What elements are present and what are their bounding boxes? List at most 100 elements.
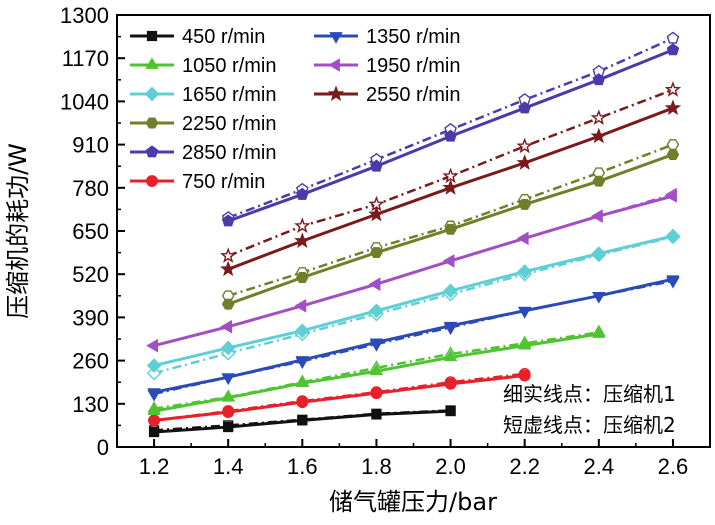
point-compressor1-2550rmin (368, 205, 385, 222)
legend-label-1050rmin: 1050 r/min (182, 55, 277, 77)
x-tick-label-2.4: 2.4 (584, 454, 615, 479)
point-compressor1-2550rmin (516, 154, 533, 170)
legend-marker-1650rmin (144, 86, 160, 102)
x-tick-label-2.6: 2.6 (658, 454, 689, 479)
point-compressor1-1650rmin (591, 246, 607, 261)
series-750rmin (148, 367, 531, 427)
point-compressor1-2250rmin (370, 247, 383, 259)
y-axis-title: 压缩机的耗功/W (4, 143, 32, 319)
point-compressor1-2550rmin (664, 99, 682, 116)
y-tick-label-130: 130 (72, 392, 109, 417)
y-tick-label-910: 910 (72, 133, 109, 158)
point-compressor1-2850rmin (518, 101, 532, 114)
legend-entry-1650rmin: 1650 r/min (130, 84, 277, 106)
legend-entry-1950rmin: 1950 r/min (314, 55, 461, 77)
point-compressor1-750rmin (222, 406, 235, 419)
point-compressor1-2850rmin (444, 129, 457, 142)
x-tick-label-1.6: 1.6 (287, 454, 318, 479)
point-compressor1-2850rmin (295, 187, 309, 200)
point-compressor1-1350rmin (443, 321, 458, 334)
point-compressor1-1050rmin (295, 375, 310, 388)
y-tick-label-650: 650 (72, 219, 109, 244)
point-compressor1-1050rmin (517, 337, 532, 350)
point-compressor1-1050rmin (443, 349, 458, 362)
legend-entry-2250rmin: 2250 r/min (130, 113, 277, 135)
legend-label-750rmin: 750 r/min (182, 171, 265, 193)
legend-entry-450rmin: 450 r/min (130, 26, 265, 48)
point-compressor1-1950rmin (146, 338, 158, 353)
legend-entry-1350rmin: 1350 r/min (314, 26, 461, 48)
point-compressor1-750rmin (370, 387, 383, 400)
legend-marker-1050rmin (145, 57, 159, 69)
legend-marker-2250rmin (145, 117, 159, 129)
tick-layer: 0 130 260 390 520 650 780 910 1040 1170 1300 1.2 1.4… (60, 3, 711, 479)
legend-label-1650rmin: 1650 r/min (182, 84, 277, 106)
series-2850rmin (221, 31, 680, 227)
point-compressor1-1350rmin (517, 306, 532, 319)
point-compressor1-1350rmin (592, 291, 606, 304)
annotation-compressor-1: 细实线点：压缩机1 (503, 382, 676, 406)
point-compressor1-2850rmin (221, 214, 235, 227)
x-axis-title: 储气罐压力/bar (329, 488, 497, 516)
point-compressor1-750rmin (296, 396, 309, 409)
point-compressor2-2550rmin (294, 217, 311, 233)
point-compressor1-2850rmin (592, 73, 606, 86)
legend-entry-750rmin: 750 r/min (130, 171, 265, 193)
point-compressor1-2250rmin (518, 198, 531, 210)
legend-entry-2550rmin: 2550 r/min (314, 84, 461, 106)
point-compressor1-1050rmin (369, 363, 384, 376)
y-tick-label-0: 0 (97, 435, 109, 460)
point-compressor1-1950rmin (294, 299, 307, 313)
line-compressor1-1950rmin (153, 194, 674, 348)
point-compressor1-2250rmin (221, 298, 235, 310)
point-compressor1-750rmin (518, 369, 531, 382)
point-compressor2-2550rmin (219, 247, 237, 263)
point-compressor1-1950rmin (591, 209, 603, 223)
point-compressor1-1650rmin (517, 264, 532, 279)
point-compressor1-1350rmin (369, 338, 384, 351)
legend-entry-1050rmin: 1050 r/min (130, 55, 277, 77)
point-compressor1-1350rmin (666, 275, 680, 287)
y-tick-label-520: 520 (72, 262, 109, 287)
point-compressor1-2250rmin (444, 223, 457, 235)
legend: 450 r/min 1050 r/min 1650 r/min 2250 r/min 2… (130, 26, 461, 193)
point-compressor2-2550rmin (590, 109, 608, 125)
x-tick-label-1.4: 1.4 (213, 454, 244, 479)
line-compressor1-1350rmin (153, 277, 674, 394)
point-compressor1-2550rmin (442, 179, 459, 195)
series-2550rmin (219, 81, 682, 277)
annotation-compressor-2: 短虚线点：压缩机2 (503, 413, 676, 437)
y-tick-label-1300: 1300 (60, 3, 109, 28)
point-compressor1-2850rmin (666, 43, 680, 56)
point-compressor1-450rmin (297, 415, 308, 426)
point-compressor1-1350rmin (295, 356, 310, 368)
point-compressor1-1650rmin (146, 358, 162, 373)
plot-frame (116, 14, 711, 448)
series-2250rmin (221, 139, 680, 310)
legend-label-2850rmin: 2850 r/min (182, 142, 277, 164)
legend-label-450rmin: 450 r/min (182, 26, 265, 48)
legend-marker-2550rmin (327, 85, 345, 101)
point-compressor1-1650rmin (295, 323, 310, 339)
point-compressor1-1950rmin (516, 231, 529, 246)
point-compressor1-2250rmin (666, 149, 680, 161)
legend-label-2550rmin: 2550 r/min (366, 84, 461, 106)
point-compressor1-2550rmin (590, 127, 608, 144)
point-compressor2-2250rmin (666, 139, 680, 151)
legend-marker-750rmin (146, 175, 158, 187)
series-1350rmin (147, 275, 680, 402)
point-compressor1-1350rmin (221, 373, 235, 385)
point-compressor2-2850rmin (666, 31, 680, 44)
point-compressor1-1950rmin (442, 254, 455, 268)
series-layer (146, 31, 682, 438)
line-compressor1-1650rmin (153, 234, 674, 368)
series-1050rmin (147, 324, 606, 415)
series-450rmin (148, 405, 456, 438)
point-compressor1-2850rmin (370, 159, 383, 172)
point-compressor2-2550rmin (664, 81, 682, 97)
point-compressor1-750rmin (148, 414, 160, 427)
y-tick-label-1040: 1040 (60, 89, 109, 114)
point-compressor1-2250rmin (592, 175, 606, 187)
x-tick-label-2.0: 2.0 (435, 454, 466, 479)
